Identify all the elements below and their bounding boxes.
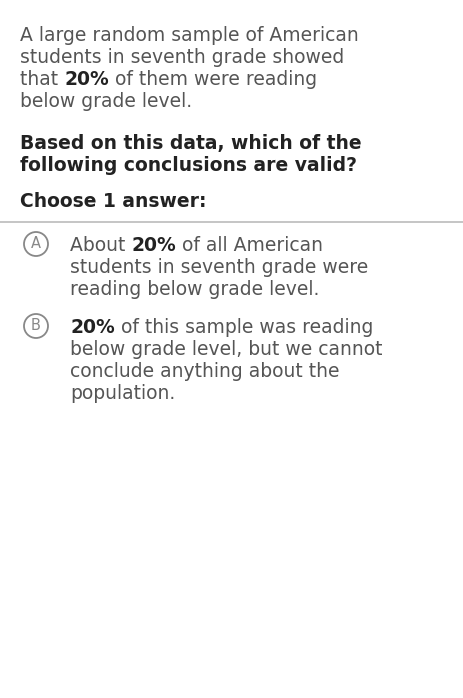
Text: students in seventh grade were: students in seventh grade were <box>70 258 368 277</box>
Text: below grade level.: below grade level. <box>20 92 192 111</box>
Text: 20%: 20% <box>70 318 115 337</box>
Text: B: B <box>31 318 41 334</box>
Text: below grade level, but we cannot: below grade level, but we cannot <box>70 340 382 359</box>
Text: students in seventh grade showed: students in seventh grade showed <box>20 48 344 67</box>
Text: conclude anything about the: conclude anything about the <box>70 362 339 381</box>
Text: of this sample was reading: of this sample was reading <box>115 318 373 337</box>
Text: population.: population. <box>70 384 175 403</box>
Text: of all American: of all American <box>176 236 323 255</box>
Text: Based on this data, which of the: Based on this data, which of the <box>20 134 362 153</box>
Text: following conclusions are valid?: following conclusions are valid? <box>20 156 357 175</box>
Text: A: A <box>31 237 41 251</box>
Text: Choose 1 answer:: Choose 1 answer: <box>20 192 206 211</box>
Text: 20%: 20% <box>131 236 176 255</box>
Text: About: About <box>70 236 131 255</box>
Text: A large random sample of American: A large random sample of American <box>20 26 359 45</box>
Text: reading below grade level.: reading below grade level. <box>70 280 319 299</box>
Text: 20%: 20% <box>64 70 109 89</box>
Text: that: that <box>20 70 64 89</box>
Text: of them were reading: of them were reading <box>109 70 317 89</box>
